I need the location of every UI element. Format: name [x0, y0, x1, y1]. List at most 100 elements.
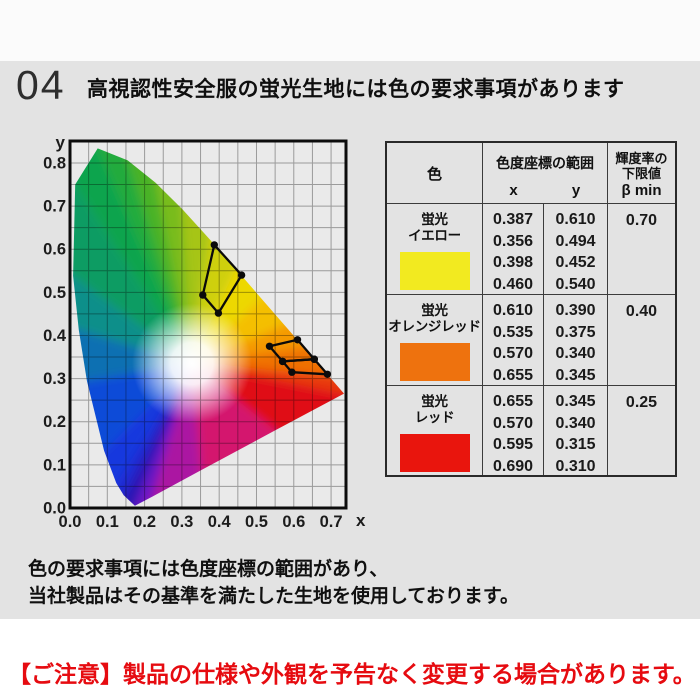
y-values-cell: 0.610 0.494 0.452 0.540	[544, 204, 608, 295]
y-tick-label: 0.7	[43, 198, 66, 216]
y-axis-title: y	[56, 133, 66, 152]
y-value: 0.315	[555, 436, 596, 453]
header-beta-line1: 輝度率の	[615, 151, 668, 166]
chromaticity-diagram: 0.0 0.1 0.2 0.3 0.4 0.5 0.6 0.7 0.0 0.1 0.2 0.3 0.4 0…	[43, 133, 366, 531]
y-tick-label: 0.2	[43, 413, 66, 431]
y-value: 0.452	[555, 254, 596, 271]
region-vertex-dot	[210, 241, 218, 249]
footnote-line2: 当社製品はその基準を満たした生地を使用しております。	[28, 586, 519, 607]
y-value: 0.540	[555, 275, 596, 293]
x-tick-label: 0.2	[133, 513, 156, 531]
beta-min-cell: 0.25	[608, 386, 675, 475]
x-value: 0.398	[492, 254, 534, 271]
header-xy-row: x y	[483, 182, 607, 203]
color-name-line2: レッド	[414, 410, 455, 425]
axis-ticks: 0.0 0.1 0.2 0.3 0.4 0.5 0.6 0.7 0.0 0.1 0.2 0.3 0.4 0…	[43, 154, 342, 531]
color-name-cell: 蛍光 レッド	[387, 386, 483, 475]
beta-min-value: 0.70	[625, 212, 658, 229]
y-tick-label: 0.8	[43, 154, 66, 172]
beta-min-cell: 0.70	[608, 204, 675, 295]
beta-min-value: 0.40	[625, 303, 658, 320]
x-value: 0.356	[492, 232, 534, 250]
y-tick-label: 0.4	[43, 327, 67, 345]
header-beta: 輝度率の 下限値 β min	[608, 143, 675, 204]
x-tick-label: 0.3	[170, 513, 193, 531]
header-beta-line2: 下限値	[621, 166, 661, 181]
x-values-cell: 0.387 0.356 0.398 0.460	[483, 204, 544, 295]
footnote-line1: 色の要求事項には色度座標の範囲があり、	[28, 559, 389, 580]
y-values-cell: 0.390 0.375 0.340 0.345	[544, 295, 608, 386]
x-value: 0.535	[492, 323, 534, 341]
x-tick-label: 0.5	[245, 513, 268, 531]
x-value: 0.387	[492, 211, 534, 228]
y-tick-label: 0.6	[43, 241, 66, 259]
y-value: 0.340	[555, 414, 596, 432]
x-tick-label: 0.0	[59, 513, 82, 531]
x-value: 0.655	[492, 393, 534, 410]
x-value: 0.460	[492, 275, 534, 293]
y-value: 0.375	[555, 323, 596, 341]
footnote: 色の要求事項には色度座標の範囲があり、 当社製品はその基準を満たした生地を使用し…	[28, 556, 519, 610]
x-axis-title: x	[356, 511, 366, 530]
y-values-cell: 0.345 0.340 0.315 0.310	[544, 386, 608, 475]
color-name-line1: 蛍光	[421, 394, 448, 409]
region-vertex-dot	[199, 291, 207, 299]
x-tick-label: 0.1	[96, 513, 119, 531]
y-value: 0.310	[555, 457, 596, 475]
spec-table: 色 色度座標の範囲 x y 輝度率の 下限値 β min 蛍光 イエロー 0.387…	[385, 141, 677, 477]
region-vertex-dot	[323, 370, 332, 378]
y-value: 0.340	[555, 345, 596, 362]
color-swatch	[399, 434, 470, 472]
x-value: 0.595	[492, 436, 534, 453]
beta-min-cell: 0.40	[608, 295, 675, 386]
color-swatch	[399, 343, 470, 381]
header-range-label: 色度座標の範囲	[496, 155, 594, 171]
x-tick-label: 0.6	[282, 513, 305, 531]
y-tick-label: 0.0	[43, 500, 66, 518]
page-number: 04	[16, 62, 66, 108]
y-tick-label: 0.3	[43, 370, 66, 388]
y-value: 0.610	[555, 211, 596, 228]
x-value: 0.690	[492, 457, 534, 475]
x-tick-label: 0.4	[208, 513, 232, 531]
y-value: 0.390	[555, 302, 596, 319]
y-tick-label: 0.5	[43, 284, 66, 302]
white-point-glow	[131, 303, 252, 424]
x-value: 0.655	[492, 366, 534, 384]
grid-lines	[70, 140, 346, 508]
header-beta-symbol: β min	[621, 182, 662, 199]
region-vertex-dot	[310, 355, 318, 363]
color-swatch	[399, 252, 470, 290]
page-title: 高視認性安全服の蛍光生地には色の要求事項があります	[87, 78, 625, 101]
region-vertex-dot	[293, 336, 302, 344]
x-value: 0.570	[492, 345, 534, 362]
y-value: 0.345	[555, 393, 596, 410]
header-color: 色	[387, 143, 483, 204]
color-name-line2: イエロー	[408, 228, 461, 243]
region-vertex-dot	[237, 271, 246, 279]
notice-text: 【ご注意】製品の仕様や外観を予告なく変更する場合があります。	[8, 661, 696, 687]
color-name-line1: 蛍光	[421, 212, 448, 227]
x-value: 0.570	[492, 414, 534, 432]
color-name-cell: 蛍光 イエロー	[387, 204, 483, 295]
y-tick-label: 0.1	[43, 456, 66, 474]
header-x: x	[509, 182, 518, 199]
plot-border	[68, 139, 348, 510]
beta-min-value: 0.25	[625, 394, 658, 411]
region-vertex-dot	[265, 342, 274, 350]
x-value: 0.610	[492, 302, 534, 319]
color-name-line2: オレンジレッド	[388, 319, 481, 334]
color-name-cell: 蛍光 オレンジレッド	[387, 295, 483, 386]
y-value: 0.345	[555, 366, 596, 384]
region-vertex-dot	[214, 309, 223, 317]
requirement-regions	[199, 241, 332, 378]
x-values-cell: 0.655 0.570 0.595 0.690	[483, 386, 544, 475]
region-vertex-dot	[278, 357, 287, 366]
x-values-cell: 0.610 0.535 0.570 0.655	[483, 295, 544, 386]
region-vertex-dot	[288, 368, 296, 376]
y-value: 0.494	[555, 232, 596, 250]
header-range: 色度座標の範囲 x y	[483, 143, 608, 204]
x-tick-label: 0.7	[320, 513, 343, 531]
color-name-line1: 蛍光	[421, 303, 448, 318]
